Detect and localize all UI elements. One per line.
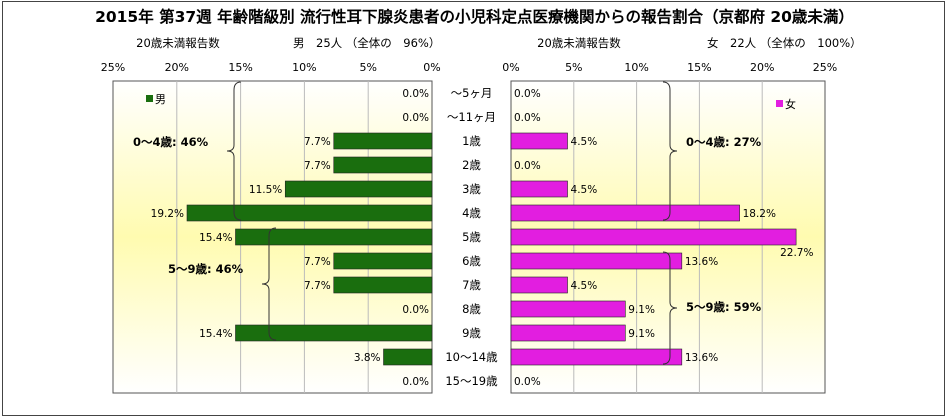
male-data-label: 7.7% (304, 256, 331, 268)
female-data-label: 4.5% (571, 136, 598, 148)
female-tick-label: 5% (565, 61, 582, 74)
male-legend-label: 男 (155, 93, 166, 106)
female-data-label: 0.0% (514, 88, 541, 100)
male-5-9-brace (261, 227, 277, 341)
male-legend-swatch (146, 95, 153, 102)
female-bar (510, 324, 626, 342)
female-bar (510, 204, 740, 222)
category-label: 3歳 (462, 182, 481, 196)
female-tick-label: 20% (750, 61, 774, 74)
male-bar (333, 252, 433, 270)
male-5-9-annotation: 5～9歳: 46% (168, 262, 244, 276)
female-bar (510, 228, 797, 246)
male-bar (333, 276, 433, 294)
category-label: 1歳 (462, 134, 481, 148)
female-data-label: 9.1% (628, 328, 655, 340)
male-data-label: 7.7% (304, 160, 331, 172)
female-bar (510, 132, 568, 150)
male-data-label: 3.8% (354, 352, 381, 364)
female-5-9-annotation: 5～9歳: 59% (686, 300, 762, 314)
male-tick-label: 20% (165, 61, 189, 74)
female-bar (510, 276, 568, 294)
female-data-label: 9.1% (628, 304, 655, 316)
female-data-label: 0.0% (514, 160, 541, 172)
female-tick-label: 10% (624, 61, 648, 74)
female-data-label: 18.2% (743, 208, 776, 220)
male-data-label: 15.4% (199, 232, 232, 244)
category-label: 10～14歳 (445, 350, 498, 364)
female-data-label: 22.7% (780, 247, 813, 259)
category-label: ～11ヶ月 (447, 110, 496, 124)
female-count-label: 20歳未満報告数 (537, 36, 621, 50)
female-bar (510, 300, 626, 318)
female-0-4-brace (662, 81, 678, 221)
female-data-label: 4.5% (571, 280, 598, 292)
chart-title: 2015年 第37週 年齢階級別 流行性耳下腺炎患者の小児科定点医療機関からの報… (95, 8, 854, 26)
female-count-summary: 女 22人 （全体の 100%） (707, 36, 862, 50)
male-data-label: 7.7% (304, 280, 331, 292)
female-data-label: 4.5% (571, 184, 598, 196)
category-label: 7歳 (462, 278, 481, 292)
female-tick-label: 15% (687, 61, 711, 74)
male-bar (333, 132, 433, 150)
female-tick-label: 25% (813, 61, 837, 74)
category-label: 15～19歳 (445, 374, 498, 388)
category-label: 9歳 (462, 326, 481, 340)
female-data-label: 0.0% (514, 376, 541, 388)
male-bar (333, 156, 433, 174)
category-label: 5歳 (462, 230, 481, 244)
category-label: 2歳 (462, 158, 481, 172)
male-bar (383, 348, 433, 366)
male-data-label: 15.4% (199, 328, 232, 340)
category-label: 8歳 (462, 302, 481, 316)
male-data-label: 7.7% (304, 136, 331, 148)
male-tick-label: 10% (292, 61, 316, 74)
female-0-4-annotation: 0～4歳: 27% (686, 135, 762, 149)
male-bar (186, 204, 433, 222)
male-data-label: 11.5% (249, 184, 282, 196)
female-legend-swatch (776, 100, 783, 107)
male-count-label: 20歳未満報告数 (136, 36, 220, 50)
male-data-label: 19.2% (151, 208, 184, 220)
female-data-label: 0.0% (514, 112, 541, 124)
male-tick-label: 5% (359, 61, 376, 74)
male-0-4-annotation: 0～4歳: 46% (133, 135, 209, 149)
female-bar (510, 252, 683, 270)
male-tick-label: 0% (423, 61, 440, 74)
female-bar (510, 348, 683, 366)
male-data-label: 0.0% (402, 112, 429, 124)
male-data-label: 0.0% (402, 88, 429, 100)
male-bar (235, 324, 433, 342)
female-5-9-brace (662, 251, 678, 365)
male-bar (235, 228, 433, 246)
butterfly-chart: 20歳未満報告数 男 25人 （全体の 96%） 20歳未満報告数 女 22人 （全体… (101, 36, 862, 394)
male-bar (284, 180, 433, 198)
male-count-summary: 男 25人 （全体の 96%） (293, 36, 440, 50)
male-tick-label: 25% (101, 61, 125, 74)
male-0-4-brace (226, 81, 242, 221)
category-label: 4歳 (462, 206, 481, 220)
category-label: ～5ヶ月 (451, 86, 493, 100)
female-bar (510, 180, 568, 198)
category-label: 6歳 (462, 254, 481, 268)
male-data-label: 0.0% (402, 376, 429, 388)
female-legend-label: 女 (785, 97, 796, 111)
female-data-label: 13.6% (685, 256, 718, 268)
male-data-label: 0.0% (402, 304, 429, 316)
female-tick-label: 0% (502, 61, 519, 74)
male-tick-label: 15% (228, 61, 252, 74)
female-data-label: 13.6% (685, 352, 718, 364)
